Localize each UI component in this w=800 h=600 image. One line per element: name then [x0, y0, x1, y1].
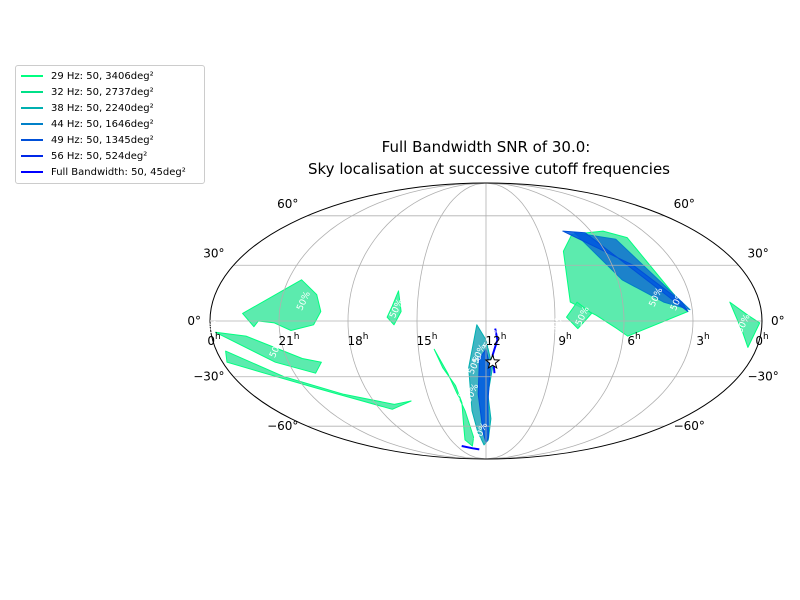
grid-meridian	[485, 182, 694, 460]
region-s0-r4	[215, 331, 322, 374]
legend-swatch	[21, 139, 43, 141]
legend-entry: 56 Hz: 50, 524deg²	[16, 148, 204, 164]
legend-label: Full Bandwidth: 50, 45deg²	[51, 166, 186, 178]
ra-tick-label: 9h	[558, 332, 571, 348]
contour-label-1: 50%	[388, 297, 406, 320]
legend-entry: 29 Hz: 50, 3406deg²	[16, 68, 204, 84]
legend-label: 32 Hz: 50, 2737deg²	[51, 86, 154, 98]
legend-label: 56 Hz: 50, 524deg²	[51, 150, 148, 162]
legend: 29 Hz: 50, 3406deg² 32 Hz: 50, 2737deg² 38…	[15, 65, 205, 184]
region-s0-r0	[242, 279, 322, 331]
legend-entry: Full Bandwidth: 50, 45deg²	[16, 164, 204, 180]
region-s0-r1	[433, 348, 475, 447]
grid-meridian	[485, 182, 556, 460]
dec-tick-label-right: 60°	[674, 197, 695, 211]
ra-tick-label: 6h	[627, 332, 640, 348]
legend-label: 49 Hz: 50, 1345deg²	[51, 134, 154, 146]
grid-meridian	[347, 182, 487, 460]
ra-tick-label: 18h	[348, 332, 369, 348]
map-outline	[209, 182, 763, 460]
source-star-icon	[484, 353, 501, 370]
source-marker	[484, 353, 501, 370]
coordinate-grid	[209, 182, 763, 460]
ra-tick-label: 3h	[696, 332, 709, 348]
legend-swatch	[21, 91, 43, 93]
grid-meridian	[485, 182, 625, 460]
ra-tick-label: 12h	[486, 332, 507, 348]
legend-entry: 32 Hz: 50, 2737deg²	[16, 84, 204, 100]
dec-tick-label-left: 0°	[187, 314, 201, 328]
axis-ticks: 0h 21h 18h 15h 12h 9h 6h 3h 0h 60° 60° 30° 30° 0° 0° −3…	[187, 197, 784, 433]
dec-tick-label-right: −60°	[674, 419, 705, 433]
legend-swatch	[21, 155, 43, 157]
ra-tick-label: 15h	[417, 332, 438, 348]
grid-meridian	[416, 182, 487, 460]
dec-tick-label-left: 30°	[203, 246, 224, 260]
chart-title-line2: Sky localisation at successive cutoff fr…	[308, 160, 670, 178]
ra-tick-label: 0h	[755, 332, 768, 348]
contour-label-11: 50%	[549, 312, 567, 335]
ra-tick-label: 21h	[279, 332, 300, 348]
region-s0-r6	[729, 301, 761, 348]
legend-entry: 38 Hz: 50, 2240deg²	[16, 100, 204, 116]
chart-title-line1: Full Bandwidth SNR of 30.0:	[382, 138, 591, 156]
grid-meridian	[278, 182, 487, 460]
legend-entry: 44 Hz: 50, 1646deg²	[16, 116, 204, 132]
region-s0-r7	[566, 301, 593, 330]
legend-label: 38 Hz: 50, 2240deg²	[51, 102, 154, 114]
ra-tick-label: 0h	[207, 332, 220, 348]
legend-swatch	[21, 123, 43, 125]
credible-regions	[215, 230, 761, 451]
dec-tick-label-right: −30°	[747, 370, 778, 384]
dec-tick-label-right: 30°	[747, 246, 768, 260]
dec-tick-label-left: −60°	[267, 419, 298, 433]
region-s0-r5	[225, 350, 412, 410]
legend-label: 29 Hz: 50, 3406deg²	[51, 70, 154, 82]
legend-swatch	[21, 107, 43, 109]
dec-tick-label-left: 60°	[277, 197, 298, 211]
region-s6-r1	[461, 445, 480, 451]
legend-entry: 49 Hz: 50, 1345deg²	[16, 132, 204, 148]
dec-tick-label-right: 0°	[771, 314, 785, 328]
legend-swatch	[21, 171, 43, 173]
legend-label: 44 Hz: 50, 1646deg²	[51, 118, 154, 130]
legend-swatch	[21, 75, 43, 77]
dec-tick-label-left: −30°	[193, 370, 224, 384]
region-s4-r1	[562, 230, 689, 312]
